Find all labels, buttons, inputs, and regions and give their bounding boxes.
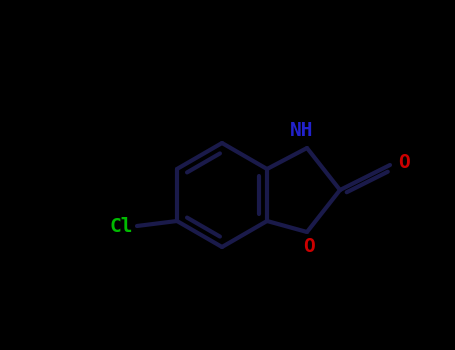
Text: Cl: Cl	[110, 217, 133, 236]
Text: O: O	[398, 154, 410, 173]
Text: NH: NH	[290, 121, 314, 140]
Text: O: O	[303, 237, 315, 256]
